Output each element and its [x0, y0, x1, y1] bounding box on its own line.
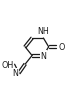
- Text: OH: OH: [1, 60, 14, 69]
- Text: N: N: [12, 69, 18, 78]
- Text: N: N: [40, 52, 46, 60]
- Text: O: O: [58, 43, 65, 52]
- Text: NH: NH: [38, 27, 49, 36]
